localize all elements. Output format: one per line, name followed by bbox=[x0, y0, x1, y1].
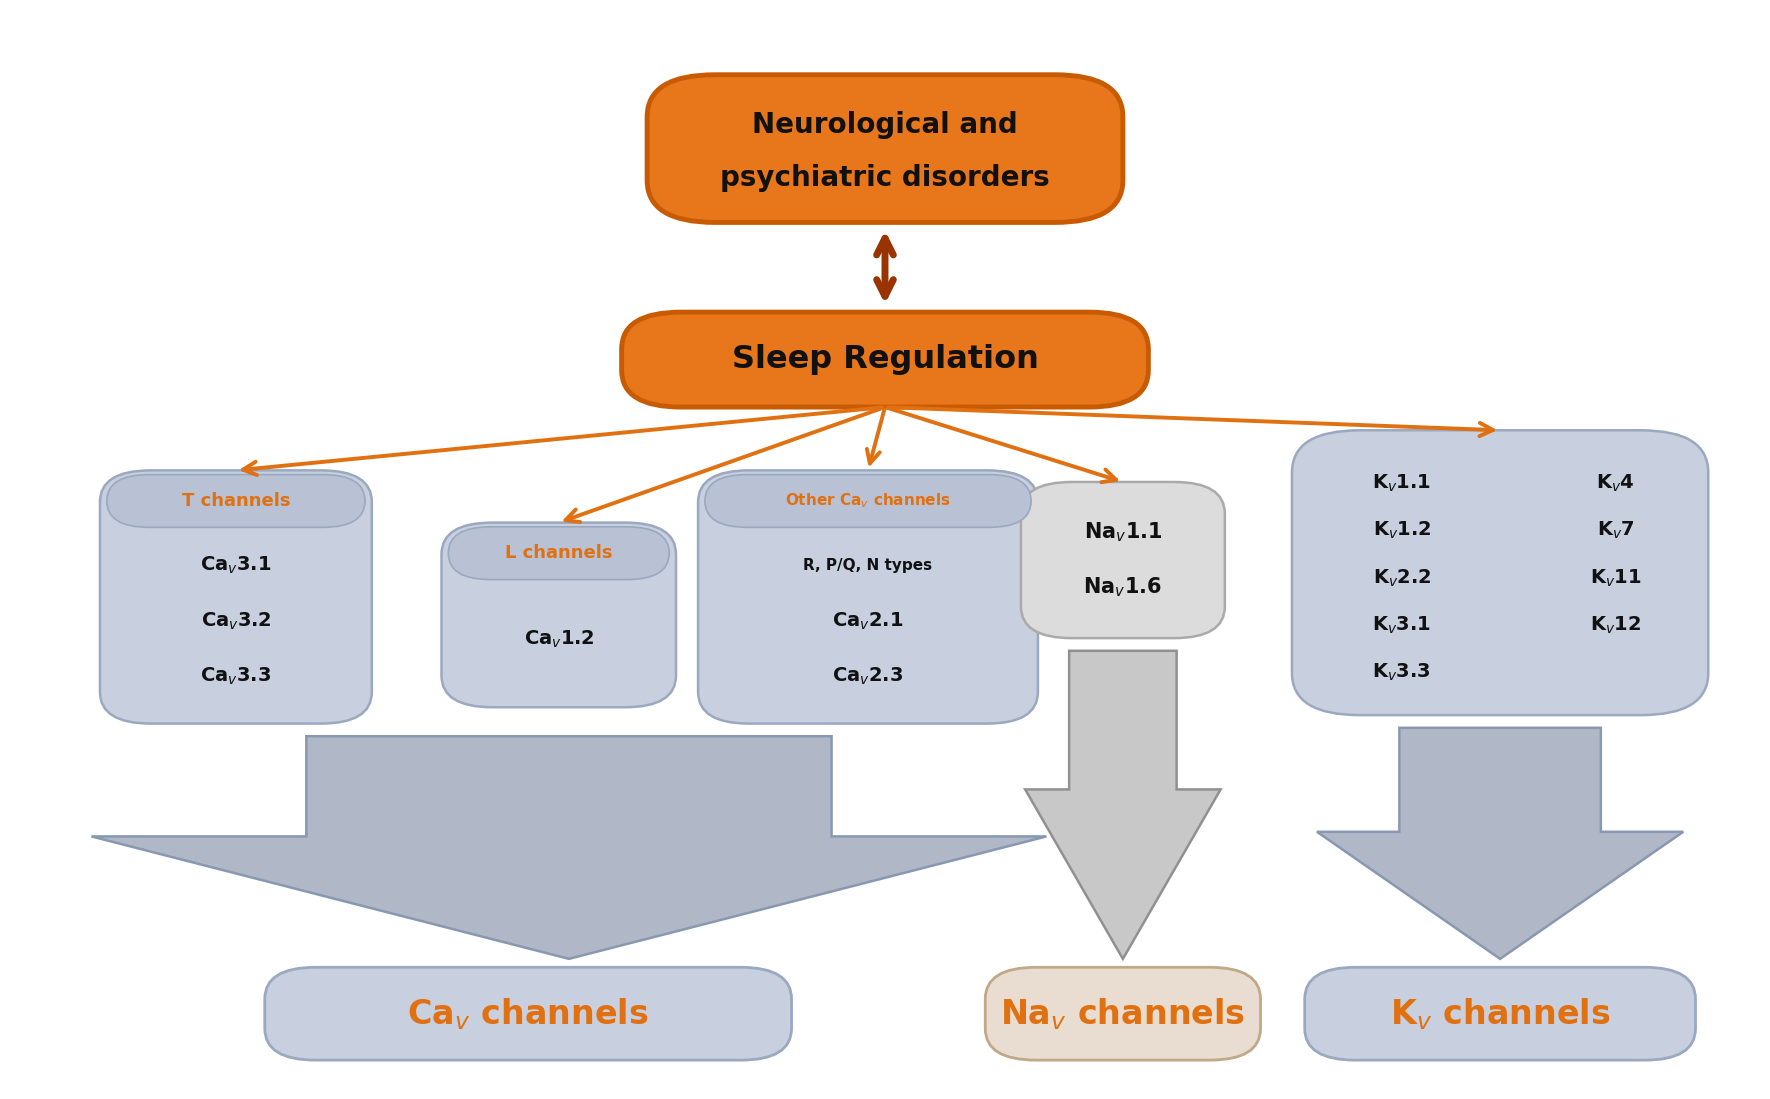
FancyBboxPatch shape bbox=[99, 470, 372, 723]
Text: Other Ca$_v$ channels: Other Ca$_v$ channels bbox=[786, 491, 950, 510]
Text: Ca$_v$ channels: Ca$_v$ channels bbox=[407, 996, 650, 1032]
Text: Ca$_v$2.3: Ca$_v$2.3 bbox=[832, 666, 904, 688]
Text: Na$_v$1.6: Na$_v$1.6 bbox=[1083, 576, 1163, 599]
Text: K$_v$ channels: K$_v$ channels bbox=[1389, 996, 1611, 1032]
Text: Sleep Regulation: Sleep Regulation bbox=[731, 344, 1039, 375]
Text: K$_v$1.1: K$_v$1.1 bbox=[1372, 473, 1432, 495]
FancyBboxPatch shape bbox=[1021, 482, 1225, 639]
Polygon shape bbox=[1025, 651, 1221, 958]
Polygon shape bbox=[92, 736, 1046, 958]
Polygon shape bbox=[1317, 728, 1683, 958]
FancyBboxPatch shape bbox=[448, 526, 669, 579]
FancyBboxPatch shape bbox=[621, 312, 1149, 407]
FancyBboxPatch shape bbox=[697, 470, 1037, 723]
FancyBboxPatch shape bbox=[986, 967, 1260, 1061]
FancyBboxPatch shape bbox=[1292, 431, 1708, 715]
Text: K$_v$4: K$_v$4 bbox=[1597, 473, 1635, 495]
Text: Ca$_v$3.2: Ca$_v$3.2 bbox=[200, 611, 271, 632]
Text: L channels: L channels bbox=[504, 544, 612, 563]
Text: Ca$_v$3.3: Ca$_v$3.3 bbox=[200, 666, 271, 688]
Text: Neurological and: Neurological and bbox=[752, 111, 1018, 140]
Text: R, P/Q, N types: R, P/Q, N types bbox=[804, 558, 933, 574]
FancyBboxPatch shape bbox=[1304, 967, 1696, 1061]
Text: Ca$_v$3.1: Ca$_v$3.1 bbox=[200, 555, 271, 576]
Text: K$_v$3.1: K$_v$3.1 bbox=[1372, 614, 1432, 636]
Text: K$_v$1.2: K$_v$1.2 bbox=[1372, 520, 1430, 542]
Text: T channels: T channels bbox=[182, 492, 290, 510]
Text: Ca$_v$1.2: Ca$_v$1.2 bbox=[524, 629, 595, 650]
FancyBboxPatch shape bbox=[704, 475, 1032, 528]
Text: Na$_v$ channels: Na$_v$ channels bbox=[1000, 996, 1246, 1032]
Text: K$_v$11: K$_v$11 bbox=[1589, 567, 1641, 589]
FancyBboxPatch shape bbox=[648, 75, 1122, 222]
Text: psychiatric disorders: psychiatric disorders bbox=[720, 164, 1050, 192]
Text: Na$_v$1.1: Na$_v$1.1 bbox=[1083, 521, 1163, 544]
FancyBboxPatch shape bbox=[441, 523, 676, 708]
Text: K$_v$7: K$_v$7 bbox=[1597, 520, 1635, 542]
Text: K$_v$2.2: K$_v$2.2 bbox=[1372, 567, 1430, 589]
Text: Ca$_v$2.1: Ca$_v$2.1 bbox=[832, 611, 904, 632]
FancyBboxPatch shape bbox=[106, 475, 365, 528]
Text: K$_v$12: K$_v$12 bbox=[1589, 614, 1641, 636]
Text: K$_v$3.3: K$_v$3.3 bbox=[1372, 662, 1430, 684]
FancyBboxPatch shape bbox=[266, 967, 791, 1061]
